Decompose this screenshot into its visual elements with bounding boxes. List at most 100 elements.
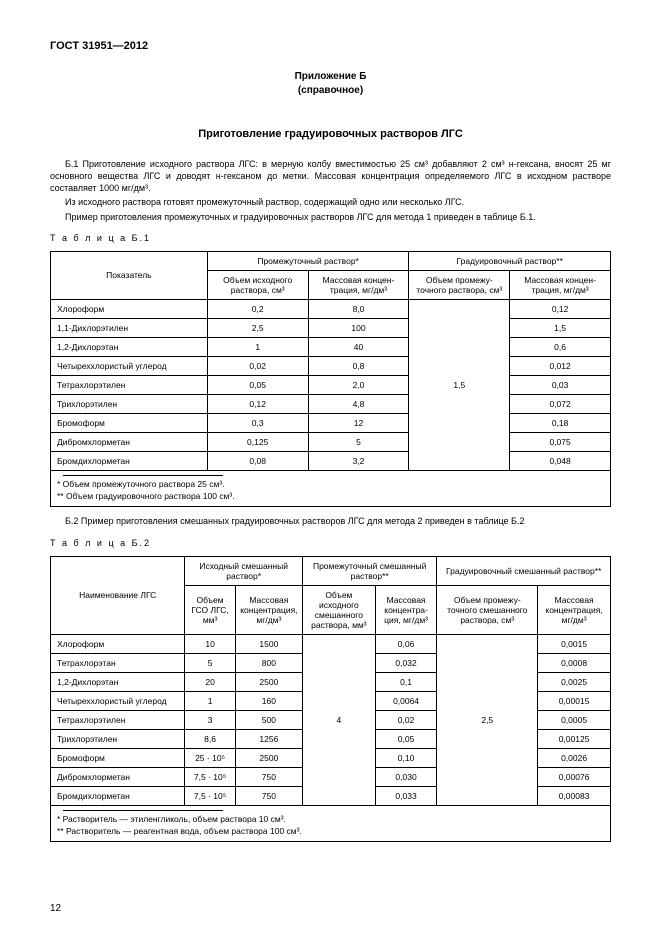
cell-value: 25 · 10⁵	[185, 748, 235, 767]
cell-value: 0,00125	[538, 729, 611, 748]
col-vol1: Объем исходного раствора, см³	[207, 270, 308, 299]
cell-value: 0,06	[375, 634, 437, 653]
cell-value: 0,032	[375, 653, 437, 672]
table-row: Трихлорэтилен0,124,80,072	[51, 394, 611, 413]
cell-value: 500	[235, 710, 302, 729]
table1-footnote2: ** Объем градуировочного раствора 100 см…	[57, 491, 604, 503]
cell-value: 2500	[235, 748, 302, 767]
cell-value: 1500	[235, 634, 302, 653]
cell-value: 0,12	[207, 394, 308, 413]
cell-value: 0,1	[375, 672, 437, 691]
cell-value: 0,00015	[538, 691, 611, 710]
cell-value: 750	[235, 767, 302, 786]
cell-value: 0,0026	[538, 748, 611, 767]
cell-name: Четыреххлористый углерод	[51, 356, 208, 375]
col-v1: Объем ГСО ЛГС, мм³	[185, 585, 235, 634]
cell-name: Бромоформ	[51, 748, 185, 767]
table-b2: Наименование ЛГС Исходный смешанный раст…	[50, 556, 611, 843]
table-row: 1,2-Дихлорэтан140 0,6	[51, 337, 611, 356]
cell-value: 1	[185, 691, 235, 710]
cell-name: Бромдихлорметан	[51, 451, 208, 470]
table-header-row: Наименование ЛГС Исходный смешанный раст…	[51, 556, 611, 585]
cell-value: 7,5 · 10⁵	[185, 767, 235, 786]
cell-name: Дибромхлорметан	[51, 767, 185, 786]
cell-merged: 1,5	[409, 299, 510, 470]
cell-value: 0,00083	[538, 786, 611, 805]
col-c2: Массовая концентра­ция, мг/дм³	[375, 585, 437, 634]
cell-value: 0,08	[207, 451, 308, 470]
cell-value: 0,6	[510, 337, 611, 356]
cell-value: 800	[235, 653, 302, 672]
table1-footnote1: * Объем промежуточного раствора 25 см³.	[57, 479, 604, 491]
cell-value: 0,00076	[538, 767, 611, 786]
col-c1: Массовая концентра­ция, мг/дм³	[235, 585, 302, 634]
table-row: Бромдихлорметан0,083,2 0,048	[51, 451, 611, 470]
cell-value: 0,0008	[538, 653, 611, 672]
main-title: Приготовление градуировочных растворов Л…	[50, 128, 611, 140]
cell-name: Трихлорэтилен	[51, 729, 185, 748]
cell-value: 3	[185, 710, 235, 729]
cell-name: Дибромхлорметан	[51, 432, 208, 451]
table-row: 1,1-Дихлорэтилен2,51001,5	[51, 318, 611, 337]
col-conc2: Массовая концен­трация, мг/дм³	[510, 270, 611, 299]
cell-value: 0,05	[375, 729, 437, 748]
table2-footnote1: * Растворитель — этиленгликоль, объем ра…	[57, 814, 604, 826]
col-calibration: Градуировочный раствор**	[409, 251, 611, 270]
cell-value: 1256	[235, 729, 302, 748]
table-footnote-row: * Объем промежуточного раствора 25 см³. …	[51, 470, 611, 507]
cell-value: 40	[308, 337, 409, 356]
page-number: 12	[50, 903, 61, 914]
cell-name: Тетрахлорэтилен	[51, 375, 208, 394]
table2-label: Т а б л и ц а Б.2	[50, 538, 611, 548]
cell-value: 0,0025	[538, 672, 611, 691]
table-row: Бромоформ0,3120,18	[51, 413, 611, 432]
cell-value: 0,12	[510, 299, 611, 318]
para-b1-2: Из исходного раствора готовят промежуточ…	[50, 196, 611, 208]
cell-value: 3,2	[308, 451, 409, 470]
cell-name: 1,2-Дихлорэтан	[51, 337, 208, 356]
cell-value: 0,125	[207, 432, 308, 451]
table-b1: Показатель Промежуточный раствор* Градуи…	[50, 251, 611, 508]
cell-merged: 2,5	[437, 634, 538, 805]
cell-value: 0,8	[308, 356, 409, 375]
col-name: Наименование ЛГС	[51, 556, 185, 634]
table-row: Тетрахлорэтилен0,052,00,03	[51, 375, 611, 394]
appendix-subtitle: (справочное)	[298, 85, 363, 96]
cell-name: 1,1-Дихлорэтилен	[51, 318, 208, 337]
col-vol2: Объем промежу­точного раствора, см³	[409, 270, 510, 299]
cell-value: 8,0	[308, 299, 409, 318]
col-indicator: Показатель	[51, 251, 208, 299]
appendix-header: Приложение Б (справочное)	[50, 70, 611, 98]
cell-name: Четыреххлористый углерод	[51, 691, 185, 710]
cell-value: 0,033	[375, 786, 437, 805]
cell-value: 2,5	[207, 318, 308, 337]
col-v2: Объем исходно­го смешанного раствора, мм…	[302, 585, 375, 634]
cell-value: 0,02	[207, 356, 308, 375]
cell-value: 5	[185, 653, 235, 672]
table2-footnote2: ** Растворитель — реагентная вода, объем…	[57, 826, 604, 838]
cell-value: 0,18	[510, 413, 611, 432]
cell-value: 1	[207, 337, 308, 356]
cell-value: 2500	[235, 672, 302, 691]
cell-value: 0,2	[207, 299, 308, 318]
para-b1-3: Пример приготовления промежуточных и гра…	[50, 211, 611, 223]
para-b1-1: Б.1 Приготовление исходного раствора ЛГС…	[50, 158, 611, 194]
col-conc1: Массовая концен­трация, мг/дм³	[308, 270, 409, 299]
cell-name: Хлороформ	[51, 634, 185, 653]
col-group3: Градуировочный смешанный раствор**	[437, 556, 611, 585]
cell-value: 0,048	[510, 451, 611, 470]
cell-name: Хлороформ	[51, 299, 208, 318]
cell-value: 0,072	[510, 394, 611, 413]
cell-name: Бромоформ	[51, 413, 208, 432]
table-row: Хлороформ0,28,01,50,12	[51, 299, 611, 318]
cell-value: 0,10	[375, 748, 437, 767]
col-intermediate: Промежуточный раствор*	[207, 251, 409, 270]
cell-value: 0,02	[375, 710, 437, 729]
cell-name: Тетрахлорэтилен	[51, 710, 185, 729]
cell-value: 0,030	[375, 767, 437, 786]
cell-value: 0,075	[510, 432, 611, 451]
cell-name: Тетрахлорэтан	[51, 653, 185, 672]
table-header-row: Показатель Промежуточный раствор* Градуи…	[51, 251, 611, 270]
cell-value: 5	[308, 432, 409, 451]
cell-value: 8,6	[185, 729, 235, 748]
